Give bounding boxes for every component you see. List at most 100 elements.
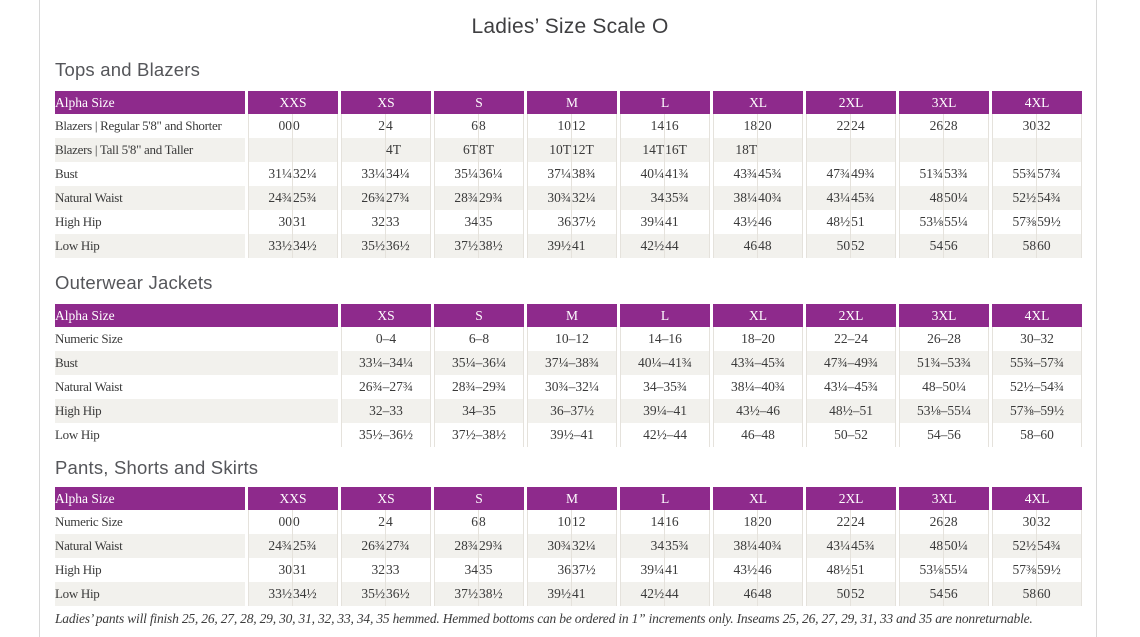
- value-cell: 47¾: [806, 162, 852, 186]
- value-cell: 37½: [572, 558, 618, 582]
- column-gap: [803, 510, 807, 534]
- value-cell: [899, 138, 945, 162]
- value-cell: 41: [665, 210, 711, 234]
- value-cell: 26–28: [899, 327, 989, 351]
- value-cell: 55¾: [992, 162, 1038, 186]
- alpha-size-header: Alpha Size: [55, 304, 338, 327]
- column-gap: [431, 234, 435, 258]
- value-cell: 16: [665, 510, 711, 534]
- column-gap: [989, 327, 992, 351]
- value-cell: 33: [386, 210, 432, 234]
- value-cell: 26¾: [341, 186, 387, 210]
- value-cell: 26: [899, 114, 945, 138]
- column-gap: [338, 234, 342, 258]
- value-cell: 36¼: [479, 162, 525, 186]
- value-cell: 60: [1037, 234, 1083, 258]
- value-cell: 25¾: [293, 534, 339, 558]
- column-gap: [989, 582, 993, 606]
- column-gap: [524, 210, 528, 234]
- value-cell: [293, 138, 339, 162]
- value-cell: 38¼–40¾: [713, 375, 803, 399]
- value-cell: 48½: [806, 210, 852, 234]
- value-cell: 34–35: [434, 399, 524, 423]
- value-cell: 6–8: [434, 327, 524, 351]
- value-cell: 37¼–38¾: [527, 351, 617, 375]
- column-gap: [524, 510, 528, 534]
- size-header-m: M: [527, 91, 618, 114]
- column-gap: [896, 327, 899, 351]
- value-cell: 24¾: [248, 186, 293, 210]
- table-row: Numeric Size 00 0 2 4 6 8 10 12 14 16 18 20 22 24 26 28 3…: [55, 510, 1083, 534]
- value-cell: 55¼: [944, 210, 990, 234]
- column-gap: [710, 114, 714, 138]
- column-gap: [710, 534, 714, 558]
- column-gap: [338, 375, 341, 399]
- alpha-size-header: Alpha Size: [55, 487, 245, 510]
- value-cell: 31¼: [248, 162, 293, 186]
- row-label: High Hip: [55, 399, 338, 423]
- value-cell: 2: [341, 510, 387, 534]
- value-cell: 32¼: [293, 162, 339, 186]
- value-cell: 34: [620, 186, 666, 210]
- column-gap: [431, 114, 435, 138]
- value-cell: 14–16: [620, 327, 710, 351]
- value-cell: 30: [248, 210, 293, 234]
- value-cell: 38½: [479, 582, 525, 606]
- column-gap: [524, 582, 528, 606]
- column-gap: [989, 162, 993, 186]
- value-cell: 39¼: [620, 558, 666, 582]
- value-cell: 41: [572, 234, 618, 258]
- size-table-tops: Alpha Size XXS XS S M L XL 2XL 3XL 4XL Blazers | R…: [55, 91, 1083, 258]
- size-header-3xl: 3XL: [899, 487, 990, 510]
- column-gap: [896, 582, 900, 606]
- column-gap: [245, 186, 248, 210]
- value-cell: 32: [341, 210, 387, 234]
- value-cell: 39½–41: [527, 423, 617, 447]
- value-cell: 6: [434, 114, 480, 138]
- value-cell: 43¼: [806, 534, 852, 558]
- column-gap: [896, 351, 899, 375]
- table-row: Low Hip 35½–36½ 37½–38½ 39½–41 42½–44 46–48 50…: [55, 423, 1082, 447]
- column-gap: [338, 510, 342, 534]
- value-cell: 33: [386, 558, 432, 582]
- value-cell: [944, 138, 990, 162]
- column-gap: [896, 234, 900, 258]
- value-cell: 31: [293, 210, 339, 234]
- column-gap: [245, 114, 248, 138]
- column-gap: [431, 91, 435, 114]
- row-label: High Hip: [55, 214, 102, 229]
- value-cell: 43¾: [713, 162, 759, 186]
- column-gap: [989, 304, 992, 327]
- column-gap: [617, 399, 620, 423]
- column-gap: [710, 210, 714, 234]
- value-cell: 44: [665, 582, 711, 606]
- column-gap: [896, 304, 899, 327]
- column-gap: [710, 234, 714, 258]
- column-gap: [524, 375, 527, 399]
- alpha-size-header: Alpha Size: [55, 91, 245, 114]
- value-cell: 20: [758, 510, 804, 534]
- row-label: Blazers | Tall 5'8" and Taller: [55, 138, 245, 162]
- value-cell: 6: [434, 510, 480, 534]
- column-gap: [524, 558, 528, 582]
- value-cell: 53⅛: [899, 210, 945, 234]
- value-cell: 29¾: [479, 534, 525, 558]
- value-cell: 38½: [479, 234, 525, 258]
- size-header-xxs: XXS: [248, 91, 339, 114]
- column-gap: [245, 558, 248, 582]
- value-cell: 4: [386, 114, 432, 138]
- value-cell: 10T: [527, 138, 573, 162]
- value-cell: 48½–51: [806, 399, 896, 423]
- column-gap: [896, 399, 899, 423]
- column-gap: [617, 423, 620, 447]
- header-row: Alpha Size XXS XS S M L XL 2XL 3XL 4XL: [55, 487, 1083, 510]
- column-gap: [617, 375, 620, 399]
- value-cell: 24¾: [248, 534, 293, 558]
- column-gap: [338, 487, 342, 510]
- column-gap: [989, 210, 993, 234]
- value-cell: 30: [992, 114, 1038, 138]
- size-header-m: M: [527, 304, 617, 327]
- value-cell: 30: [992, 510, 1038, 534]
- column-gap: [896, 510, 900, 534]
- section-pants-shorts-skirts: Pants, Shorts and Skirts Alpha Size XXS XS…: [55, 456, 1085, 606]
